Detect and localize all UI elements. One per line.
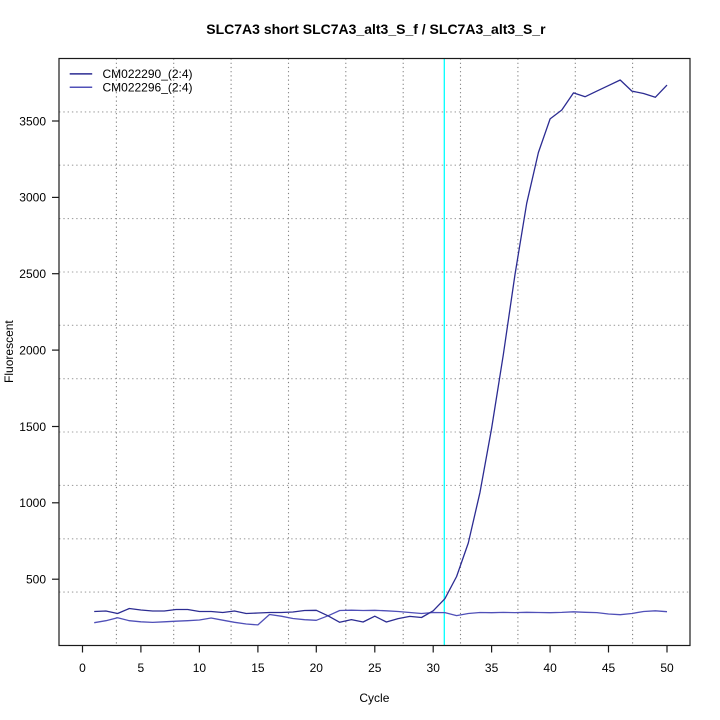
svg-text:40: 40 [543,661,557,675]
svg-text:2500: 2500 [19,267,46,281]
svg-text:Cycle: Cycle [359,691,389,705]
svg-text:10: 10 [193,661,207,675]
svg-text:30: 30 [427,661,441,675]
svg-text:45: 45 [602,661,616,675]
svg-text:5: 5 [138,661,145,675]
svg-text:CM022290_(2:4): CM022290_(2:4) [103,67,193,81]
svg-text:500: 500 [26,573,46,587]
svg-text:3000: 3000 [19,191,46,205]
svg-text:SLC7A3 short SLC7A3_alt3_S_f /: SLC7A3 short SLC7A3_alt3_S_f / SLC7A3_al… [206,21,546,37]
svg-text:35: 35 [485,661,499,675]
svg-text:1500: 1500 [19,420,46,434]
svg-text:0: 0 [79,661,86,675]
svg-text:50: 50 [660,661,674,675]
svg-text:CM022296_(2:4): CM022296_(2:4) [103,81,193,95]
svg-text:25: 25 [368,661,382,675]
svg-text:Fluorescent: Fluorescent [2,320,16,383]
svg-text:15: 15 [251,661,265,675]
svg-text:2000: 2000 [19,343,46,357]
svg-text:1000: 1000 [19,496,46,510]
svg-text:3500: 3500 [19,114,46,128]
svg-text:20: 20 [310,661,324,675]
